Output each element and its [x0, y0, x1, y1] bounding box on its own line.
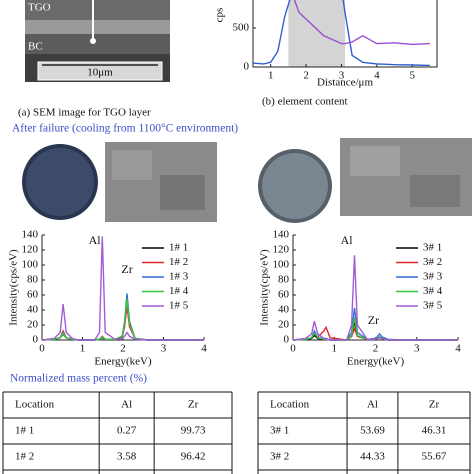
series-line [41, 298, 204, 341]
x-tick-label: 1 [80, 343, 86, 355]
heading: Normalized mass percent (%) [10, 373, 147, 385]
legend-label: 3# 4 [423, 285, 443, 297]
sample-photos [22, 138, 472, 223]
y-tick-label: 60 [27, 289, 39, 301]
y-tick-label: 0 [284, 334, 290, 346]
x-tick-label: 1 [268, 70, 274, 82]
annotation: Al [89, 233, 102, 247]
sem-label: BC [28, 41, 43, 53]
legend-label: 1# 4 [169, 285, 189, 297]
caption: (a) SEM image for TGO layer [18, 107, 151, 119]
table-cell: 96.42 [181, 451, 206, 463]
y-tick-label: 40 [27, 304, 39, 316]
x-tick-label: 0 [39, 343, 45, 355]
table-cell: Location [15, 399, 55, 411]
y-tick-label: 60 [278, 289, 290, 301]
annotation: Zr [368, 313, 379, 327]
annotation: Zr [121, 262, 132, 276]
table-cell: Al [121, 399, 132, 411]
table-cell: Zr [429, 399, 440, 411]
x-tick-label: 4 [201, 343, 207, 355]
legend-label: 3# 3 [423, 271, 443, 283]
table-cell: 53.69 [360, 425, 385, 437]
legend-label: 1# 2 [169, 256, 188, 268]
series-line [292, 255, 458, 341]
shaded-region [288, 0, 345, 67]
x-tick-label: 3 [414, 343, 420, 355]
y-tick-label: 100 [22, 259, 39, 271]
table-cell: Al [367, 399, 378, 411]
x-axis-label: Energy(keV) [347, 356, 405, 368]
y-tick-label: 20 [278, 319, 290, 331]
y-tick-label: 80 [27, 274, 39, 286]
series-line [293, 0, 430, 46]
table-cell: Location [270, 399, 310, 411]
table-cell: 99.73 [181, 425, 206, 437]
x-tick-label: 1 [332, 343, 338, 355]
y-tick-label: 500 [233, 22, 250, 34]
series-line [41, 236, 204, 341]
table-cell: 0.27 [117, 425, 137, 437]
y-tick-label: 0 [33, 334, 39, 346]
legend-label: 3# 2 [423, 256, 442, 268]
legend-label: 1# 5 [169, 300, 189, 312]
y-tick-label: 20 [27, 319, 39, 331]
series-line [252, 0, 430, 67]
table-cell: 46.31 [422, 425, 447, 437]
x-tick-label: 3 [339, 70, 345, 82]
legend-label: 3# 1 [423, 242, 442, 254]
caption: (b) element content [262, 96, 348, 108]
table-cell: Zr [188, 399, 199, 411]
charts: 0 500 1 2 3 4 5 Distance/μm cps (b) element conte… [8, 0, 461, 368]
annotation: Al [341, 233, 354, 247]
legend-label: 3# 5 [423, 300, 443, 312]
table-cell: 1# 2 [15, 451, 34, 463]
legend-label: 1# 1 [169, 242, 188, 254]
heading: After failure (cooling from 1100°C envir… [12, 123, 238, 135]
scale-bar-label: 10μm [87, 67, 113, 79]
x-axis-label: Energy(keV) [94, 356, 152, 368]
y-tick-label: 120 [22, 244, 39, 256]
table-cell: 3# 2 [270, 451, 289, 463]
y-tick-label: 40 [278, 304, 290, 316]
x-tick-label: 5 [409, 70, 415, 82]
y-axis-label: Intensity(cps/eV) [259, 249, 271, 326]
table-cell: 55.67 [422, 451, 447, 463]
x-tick-label: 3 [161, 343, 167, 355]
sem-image [25, 0, 170, 82]
y-tick-label: 100 [273, 259, 290, 271]
x-tick-label: 4 [455, 343, 461, 355]
y-axis-label: cps [214, 8, 226, 23]
x-tick-label: 2 [373, 343, 379, 355]
y-tick-label: 0 [244, 61, 250, 73]
table-cell: 1# 1 [15, 425, 34, 437]
y-tick-label: 140 [273, 229, 290, 241]
x-axis-label: Distance/μm [317, 77, 373, 89]
series-line [292, 307, 458, 341]
sem-label: TGO [28, 2, 51, 14]
x-tick-label: 2 [120, 343, 126, 355]
y-tick-label: 140 [22, 229, 39, 241]
y-axis-label: Intensity(cps/eV) [8, 249, 20, 326]
x-tick-label: 0 [290, 343, 296, 355]
y-tick-label: 120 [273, 244, 290, 256]
table-cell: 3# 1 [270, 425, 289, 437]
x-tick-label: 2 [303, 70, 309, 82]
y-tick-label: 80 [278, 274, 290, 286]
x-tick-label: 4 [374, 70, 380, 82]
table-cell: 44.33 [360, 451, 385, 463]
legend-label: 1# 3 [169, 271, 189, 283]
table-cell: 3.58 [117, 451, 137, 463]
